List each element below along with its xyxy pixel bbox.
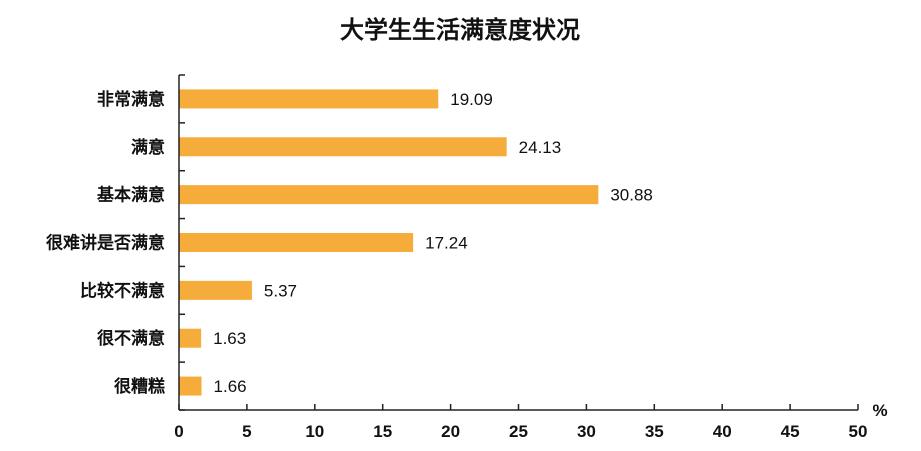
- category-label: 很不满意: [97, 328, 165, 349]
- x-tick-label: 5: [242, 422, 251, 441]
- value-label: 19.09: [450, 90, 493, 109]
- value-label: 5.37: [264, 281, 297, 300]
- category-label: 非常满意: [97, 89, 165, 110]
- value-label: 1.66: [214, 377, 247, 396]
- x-tick-label: 40: [713, 422, 732, 441]
- bar: [179, 89, 439, 109]
- bar: [179, 376, 202, 396]
- x-axis-ticks: 0 5 10 15 20 25 30 35 40 45 50: [174, 404, 867, 441]
- x-axis-unit: %: [872, 401, 887, 420]
- chart-title: 大学生生活满意度状况: [340, 16, 580, 44]
- x-tick-label: 35: [645, 422, 664, 441]
- x-tick-label: 0: [174, 422, 183, 441]
- bar: [179, 328, 202, 348]
- x-tick-label: 30: [577, 422, 596, 441]
- bar: [179, 185, 599, 205]
- category-label: 基本满意: [96, 185, 165, 206]
- value-label: 30.88: [610, 186, 653, 205]
- category-label: 比较不满意: [80, 280, 165, 301]
- bar: [179, 233, 414, 252]
- value-label: 24.13: [519, 138, 562, 157]
- x-tick-label: 25: [509, 422, 528, 441]
- category-label: 很糟糕: [114, 376, 165, 397]
- bars-group: [179, 89, 599, 396]
- x-tick-label: 20: [441, 422, 460, 441]
- bar: [179, 280, 252, 300]
- x-tick-label: 10: [305, 422, 324, 441]
- x-tick-label: 15: [373, 422, 392, 441]
- value-label: 1.63: [213, 329, 246, 348]
- category-label: 很难讲是否满意: [46, 233, 165, 254]
- value-label: 17.24: [425, 234, 468, 253]
- x-tick-label: 50: [849, 422, 868, 441]
- bar: [179, 137, 507, 157]
- value-labels: 19.09 24.13 30.88 17.24 5.37 1.63 1.66: [213, 90, 653, 396]
- y-axis-ticks: [179, 74, 185, 411]
- x-tick-label: 45: [781, 422, 800, 441]
- category-label: 满意: [131, 137, 165, 158]
